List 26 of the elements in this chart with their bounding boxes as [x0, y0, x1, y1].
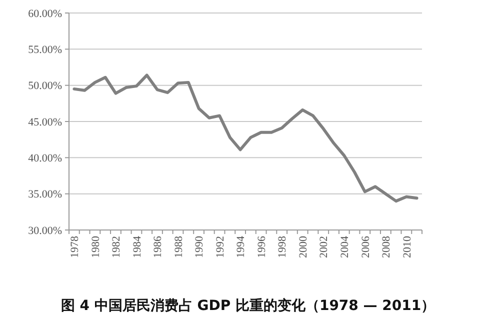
x-tick-label: 1984 [131, 236, 144, 258]
x-tick-label: 1998 [276, 236, 289, 258]
x-tick-label: 2002 [318, 236, 330, 258]
x-tick-label: 2006 [360, 236, 372, 258]
y-tick-label: 45.00% [28, 116, 62, 128]
y-tick-label: 60.00% [28, 8, 62, 20]
x-tick-label: 2010 [401, 236, 414, 258]
y-tick-label: 50.00% [28, 80, 62, 92]
x-tick-label: 1994 [235, 236, 248, 258]
x-tick-label: 1988 [172, 236, 185, 258]
y-tick-label: 35.00% [28, 188, 62, 201]
y-tick-label: 40.00% [28, 152, 62, 165]
y-tick-label: 30.00% [28, 224, 62, 237]
y-tick-label: 55.00% [28, 44, 62, 56]
x-tick-label: 1980 [90, 236, 102, 258]
x-tick-label: 1986 [152, 236, 164, 258]
line-series [72, 74, 418, 203]
x-tick-label: 1996 [256, 236, 268, 258]
x-tick-label: 1978 [69, 236, 82, 258]
x-tick-label: 1982 [110, 236, 123, 258]
text: 图 4 中国居民消费占 GDP 比重的变化（1978 — 2011） [60, 297, 436, 314]
x-tick-label: 2004 [338, 236, 351, 258]
x-tick-label: 2008 [380, 236, 393, 258]
x-tick-label: 1992 [214, 236, 226, 258]
x-tick-label: 1990 [194, 236, 206, 258]
x-tick-label: 2000 [297, 236, 310, 258]
